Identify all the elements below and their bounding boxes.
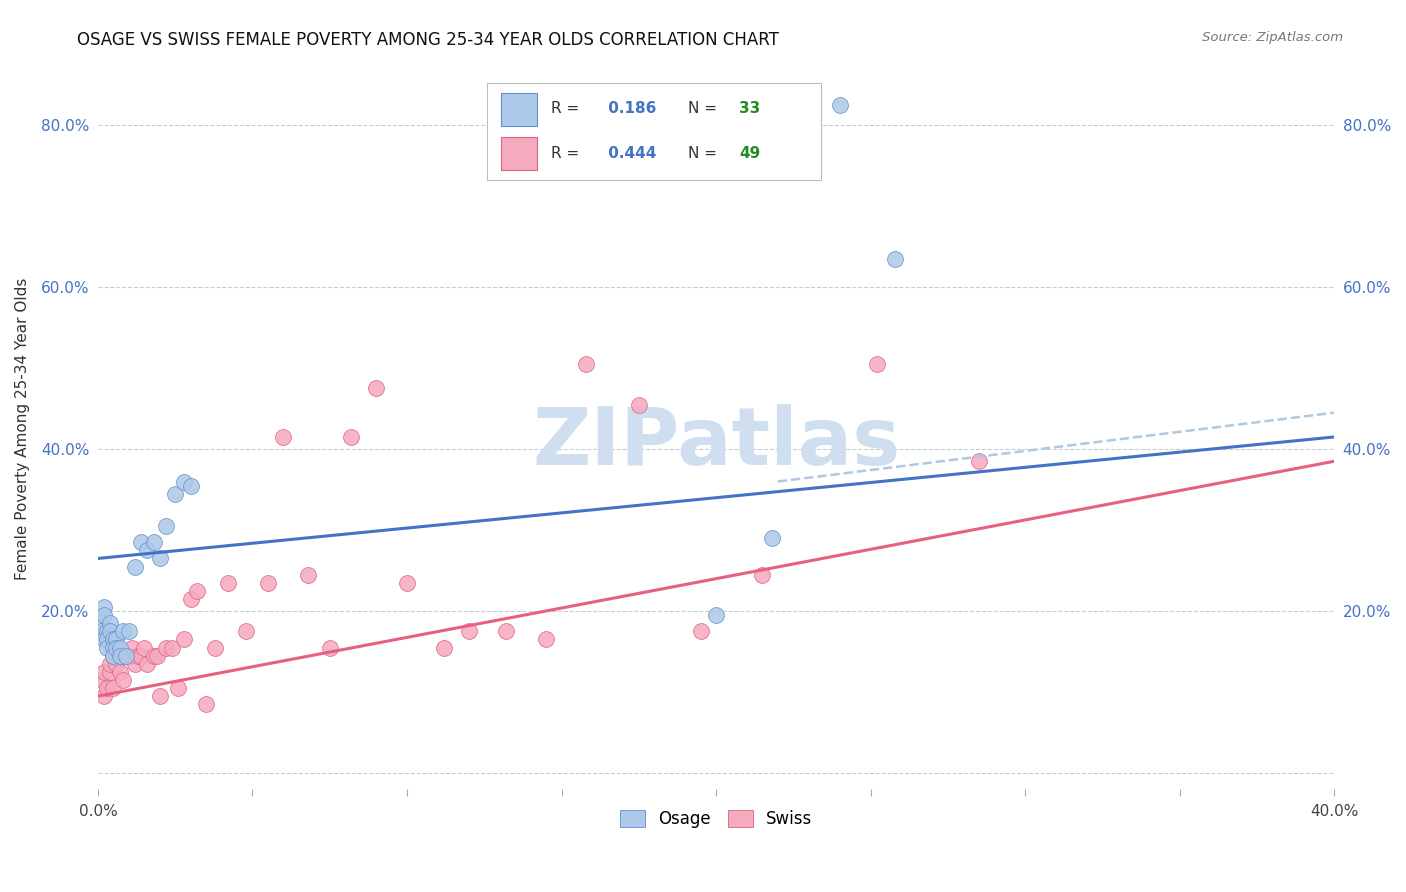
Point bbox=[297, 567, 319, 582]
Point bbox=[129, 648, 152, 663]
Y-axis label: Female Poverty Among 25-34 Year Olds: Female Poverty Among 25-34 Year Olds bbox=[15, 277, 30, 580]
Point bbox=[160, 640, 183, 655]
Point bbox=[149, 689, 172, 703]
Point bbox=[395, 575, 418, 590]
Point bbox=[103, 648, 125, 663]
Point bbox=[180, 478, 202, 492]
Point bbox=[433, 640, 456, 655]
Point bbox=[273, 430, 295, 444]
Point bbox=[93, 665, 115, 679]
Text: ZIPatlas: ZIPatlas bbox=[531, 404, 900, 483]
Point bbox=[103, 681, 125, 695]
Point bbox=[98, 616, 121, 631]
Point bbox=[155, 640, 177, 655]
Point bbox=[98, 665, 121, 679]
Point bbox=[167, 681, 190, 695]
Point bbox=[103, 648, 125, 663]
Point bbox=[129, 535, 152, 549]
Point bbox=[103, 640, 125, 655]
Point bbox=[173, 475, 195, 489]
Point bbox=[180, 591, 202, 606]
Point bbox=[165, 486, 187, 500]
Point bbox=[145, 648, 167, 663]
Point bbox=[105, 640, 128, 655]
Point bbox=[866, 357, 889, 371]
Point bbox=[118, 648, 141, 663]
Point bbox=[114, 648, 136, 663]
Point bbox=[364, 381, 387, 395]
Point bbox=[111, 624, 134, 639]
Point bbox=[136, 543, 159, 558]
Point bbox=[105, 657, 128, 671]
Point bbox=[96, 681, 118, 695]
Point bbox=[93, 608, 115, 623]
Point bbox=[217, 575, 239, 590]
Point bbox=[108, 665, 131, 679]
Legend: Osage, Swiss: Osage, Swiss bbox=[613, 804, 818, 835]
Point bbox=[93, 600, 115, 615]
Point bbox=[90, 673, 112, 687]
Point bbox=[575, 357, 598, 371]
Point bbox=[114, 648, 136, 663]
Point bbox=[884, 252, 907, 266]
Point bbox=[204, 640, 226, 655]
Point bbox=[105, 632, 128, 647]
Point bbox=[96, 632, 118, 647]
Point bbox=[186, 583, 208, 598]
Point bbox=[689, 624, 711, 639]
Point bbox=[90, 616, 112, 631]
Point bbox=[134, 640, 156, 655]
Point bbox=[93, 689, 115, 703]
Point bbox=[127, 648, 149, 663]
Point bbox=[534, 632, 557, 647]
Point bbox=[704, 608, 727, 623]
Text: OSAGE VS SWISS FEMALE POVERTY AMONG 25-34 YEAR OLDS CORRELATION CHART: OSAGE VS SWISS FEMALE POVERTY AMONG 25-3… bbox=[77, 31, 779, 49]
Point bbox=[108, 648, 131, 663]
Point bbox=[98, 624, 121, 639]
Point bbox=[118, 624, 141, 639]
Point bbox=[142, 648, 165, 663]
Point bbox=[90, 624, 112, 639]
Point bbox=[103, 632, 125, 647]
Text: Source: ZipAtlas.com: Source: ZipAtlas.com bbox=[1202, 31, 1343, 45]
Point bbox=[967, 454, 990, 468]
Point bbox=[173, 632, 195, 647]
Point bbox=[751, 567, 773, 582]
Point bbox=[96, 640, 118, 655]
Point bbox=[93, 632, 115, 647]
Point bbox=[136, 657, 159, 671]
Point bbox=[627, 398, 650, 412]
Point bbox=[828, 98, 851, 112]
Point bbox=[124, 559, 146, 574]
Point bbox=[149, 551, 172, 566]
Point bbox=[155, 519, 177, 533]
Point bbox=[96, 624, 118, 639]
Point bbox=[761, 531, 783, 545]
Point bbox=[124, 657, 146, 671]
Point bbox=[495, 624, 517, 639]
Point bbox=[121, 640, 143, 655]
Point bbox=[257, 575, 280, 590]
Point bbox=[340, 430, 363, 444]
Point bbox=[195, 697, 218, 711]
Point bbox=[319, 640, 342, 655]
Point bbox=[457, 624, 479, 639]
Point bbox=[142, 535, 165, 549]
Point bbox=[108, 640, 131, 655]
Point bbox=[98, 657, 121, 671]
Point bbox=[111, 673, 134, 687]
Point bbox=[235, 624, 257, 639]
